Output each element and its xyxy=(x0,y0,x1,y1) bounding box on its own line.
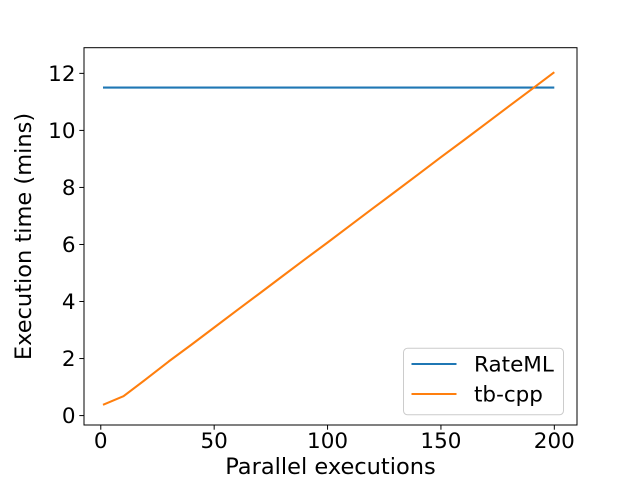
y-tick-label: 12 xyxy=(48,62,75,87)
series-line-tb-cpp xyxy=(102,71,555,406)
legend-label-tbcpp: tb-cpp xyxy=(474,383,543,408)
y-tick-label: 2 xyxy=(62,347,76,372)
x-axis-label: Parallel executions xyxy=(225,454,436,480)
x-tick-label: 200 xyxy=(534,429,575,454)
y-tick-label: 6 xyxy=(62,233,76,258)
y-tick-label: 0 xyxy=(62,404,76,429)
x-tick-label: 100 xyxy=(307,429,348,454)
y-axis-label: Execution time (mins) xyxy=(11,113,37,360)
y-axis-ticks: 0 2 4 6 8 10 12 xyxy=(48,62,84,429)
legend-label-rateml: RateML xyxy=(474,353,554,378)
legend: RateML tb-cpp xyxy=(403,347,564,416)
series-lines xyxy=(102,71,555,406)
y-tick-label: 8 xyxy=(62,176,76,201)
x-tick-label: 0 xyxy=(94,429,108,454)
y-tick-label: 4 xyxy=(62,290,76,315)
x-tick-label: 150 xyxy=(420,429,461,454)
axes-spines xyxy=(83,47,578,426)
x-tick-label: 50 xyxy=(200,429,227,454)
x-axis-ticks: 0 50 100 150 200 xyxy=(94,425,575,454)
y-tick-label: 10 xyxy=(48,119,75,144)
